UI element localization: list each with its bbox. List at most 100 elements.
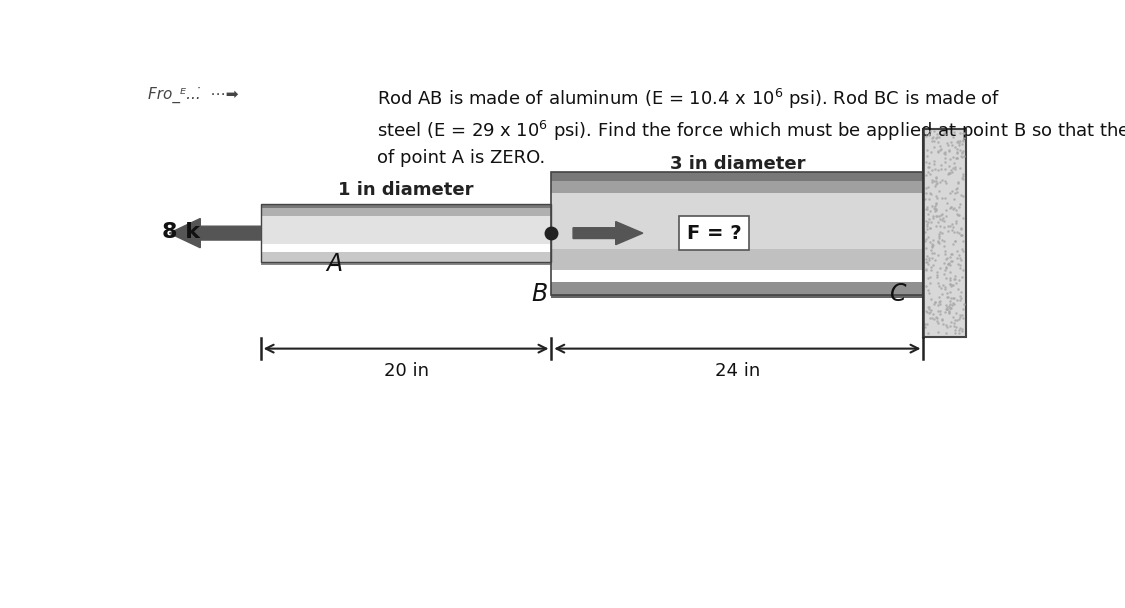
FancyArrow shape — [573, 221, 642, 244]
Point — [945, 227, 963, 237]
Point — [918, 202, 936, 212]
Point — [926, 255, 944, 265]
Point — [920, 224, 938, 233]
Point — [953, 148, 971, 157]
Point — [944, 132, 962, 142]
Point — [940, 287, 958, 297]
Point — [938, 292, 956, 302]
Point — [944, 280, 962, 290]
Point — [932, 221, 950, 230]
Point — [934, 314, 952, 323]
Point — [936, 130, 954, 139]
Point — [917, 264, 935, 274]
Point — [951, 314, 969, 324]
Bar — [551, 181, 924, 193]
Point — [919, 209, 937, 218]
Bar — [551, 282, 924, 295]
Point — [928, 268, 946, 277]
Bar — [551, 193, 924, 249]
Point — [930, 295, 948, 305]
Point — [924, 240, 942, 250]
Point — [947, 308, 965, 317]
Point — [934, 319, 952, 328]
Point — [942, 275, 960, 285]
Point — [936, 164, 954, 174]
Point — [936, 282, 954, 292]
Point — [953, 152, 971, 162]
Point — [920, 308, 938, 318]
Point — [917, 195, 935, 204]
Point — [936, 284, 954, 294]
Point — [954, 136, 972, 146]
Text: A: A — [326, 252, 342, 276]
Point — [936, 149, 954, 159]
Point — [940, 203, 958, 213]
Point — [938, 305, 956, 314]
Point — [944, 219, 962, 229]
Point — [935, 222, 953, 232]
Point — [952, 151, 970, 161]
Point — [929, 238, 947, 247]
Point — [924, 314, 942, 323]
Point — [940, 260, 958, 269]
Point — [946, 142, 964, 151]
Point — [947, 153, 965, 163]
Point — [954, 314, 972, 323]
Point — [940, 258, 958, 268]
Point — [940, 302, 958, 311]
Point — [945, 158, 963, 168]
Point — [926, 156, 944, 166]
Point — [954, 169, 972, 179]
Point — [919, 305, 937, 314]
Point — [924, 132, 942, 142]
Point — [928, 132, 946, 142]
Point — [926, 176, 944, 185]
Point — [940, 168, 958, 178]
Point — [943, 167, 961, 177]
Point — [916, 319, 934, 329]
Point — [936, 193, 954, 203]
Point — [934, 280, 952, 289]
Point — [922, 305, 940, 315]
Point — [929, 233, 947, 243]
Point — [938, 302, 956, 312]
Point — [925, 213, 943, 223]
Point — [924, 165, 942, 174]
Point — [918, 151, 936, 161]
Point — [922, 254, 940, 263]
Point — [926, 204, 944, 214]
Point — [935, 213, 953, 223]
Point — [918, 257, 936, 267]
Point — [952, 224, 970, 234]
Point — [916, 322, 934, 331]
Point — [953, 230, 971, 240]
Point — [925, 142, 943, 152]
Point — [940, 308, 958, 317]
Point — [925, 212, 943, 221]
Point — [950, 275, 968, 285]
Point — [937, 274, 955, 283]
Point — [950, 138, 968, 148]
Point — [952, 313, 970, 322]
Point — [917, 157, 935, 167]
Point — [927, 312, 945, 322]
Point — [917, 183, 935, 193]
Point — [938, 226, 956, 235]
Point — [945, 322, 963, 331]
Point — [933, 289, 951, 299]
Point — [954, 135, 972, 145]
Point — [934, 175, 952, 185]
Point — [948, 147, 966, 157]
Point — [922, 245, 940, 255]
Point — [946, 325, 964, 334]
Point — [937, 300, 955, 309]
Bar — [261, 216, 551, 244]
Point — [950, 250, 968, 260]
Point — [933, 235, 951, 244]
Point — [950, 210, 968, 219]
Point — [918, 221, 936, 231]
Point — [954, 128, 972, 137]
Point — [951, 310, 969, 320]
Point — [950, 140, 968, 150]
Point — [937, 320, 955, 330]
